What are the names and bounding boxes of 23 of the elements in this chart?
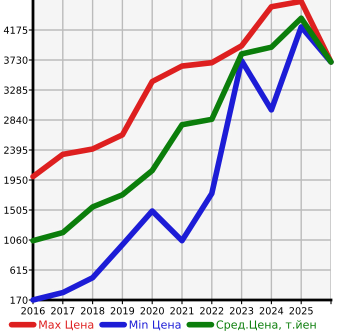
legend-label: Max Цена [39, 320, 94, 330]
x-tick-label: 2023 [230, 307, 254, 314]
y-tick-label: 4175 [4, 26, 28, 34]
y-tick-label: 3730 [4, 56, 28, 64]
y-tick-label: 170 [10, 296, 28, 304]
y-tick-label: 3285 [4, 86, 28, 94]
x-tick-label: 2025 [290, 307, 313, 314]
legend-label: Сред.Цена, т.йен [216, 320, 316, 331]
y-tick-label: 1060 [4, 236, 28, 244]
legend-label: Min Цена [130, 320, 180, 330]
y-tick-label: 615 [10, 266, 28, 274]
y-tick-label: 2840 [4, 116, 28, 124]
x-tick-label: 2017 [51, 307, 74, 314]
x-tick-label: 2018 [80, 307, 104, 314]
x-tick-label: 2024 [260, 307, 284, 314]
x-tick-label: 2016 [21, 307, 45, 314]
x-tick-label: 2022 [200, 307, 224, 314]
y-tick-label: 2395 [4, 146, 28, 154]
x-tick-label: 2021 [170, 307, 194, 314]
x-tick-label: 2020 [140, 307, 164, 314]
y-tick-label: 1505 [4, 206, 28, 214]
y-tick-label: 1950 [4, 176, 28, 184]
x-tick-label: 2019 [110, 307, 134, 314]
